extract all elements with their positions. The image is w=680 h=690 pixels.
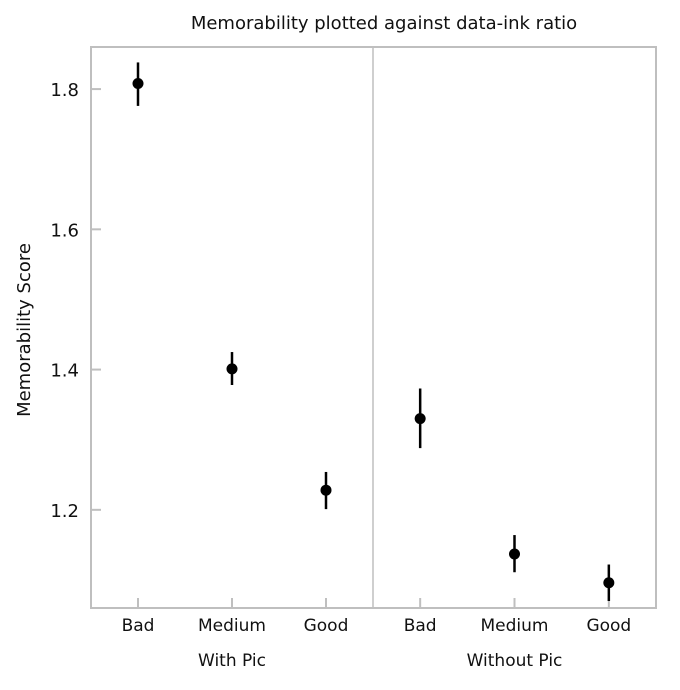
panel-label: Without Pic [467,651,563,671]
y-tick-label: 1.2 [50,501,79,522]
y-tick-label: 1.4 [50,361,79,382]
y-axis-label: Memorability Score [14,243,35,417]
x-tick-label: Good [304,616,349,636]
y-tick-label: 1.6 [50,220,79,241]
panel-label: With Pic [198,651,266,671]
data-point [320,484,332,496]
x-tick-label: Medium [198,616,266,636]
data-point [509,548,520,560]
data-point [226,363,238,375]
y-tick-label: 1.8 [50,80,79,101]
data-point [132,77,144,89]
x-tick-label: Medium [481,616,549,636]
chart-title: Memorability plotted against data-ink ra… [191,13,577,34]
data-point [603,577,615,589]
x-tick-label: Bad [122,616,155,636]
x-tick-label: Bad [404,616,437,636]
data-point [414,413,426,425]
x-tick-label: Good [586,616,631,636]
chart-marks: 1.2 1.4 1.6 1.8 Bad Medium Good With Pic Bad Medi… [50,62,631,671]
